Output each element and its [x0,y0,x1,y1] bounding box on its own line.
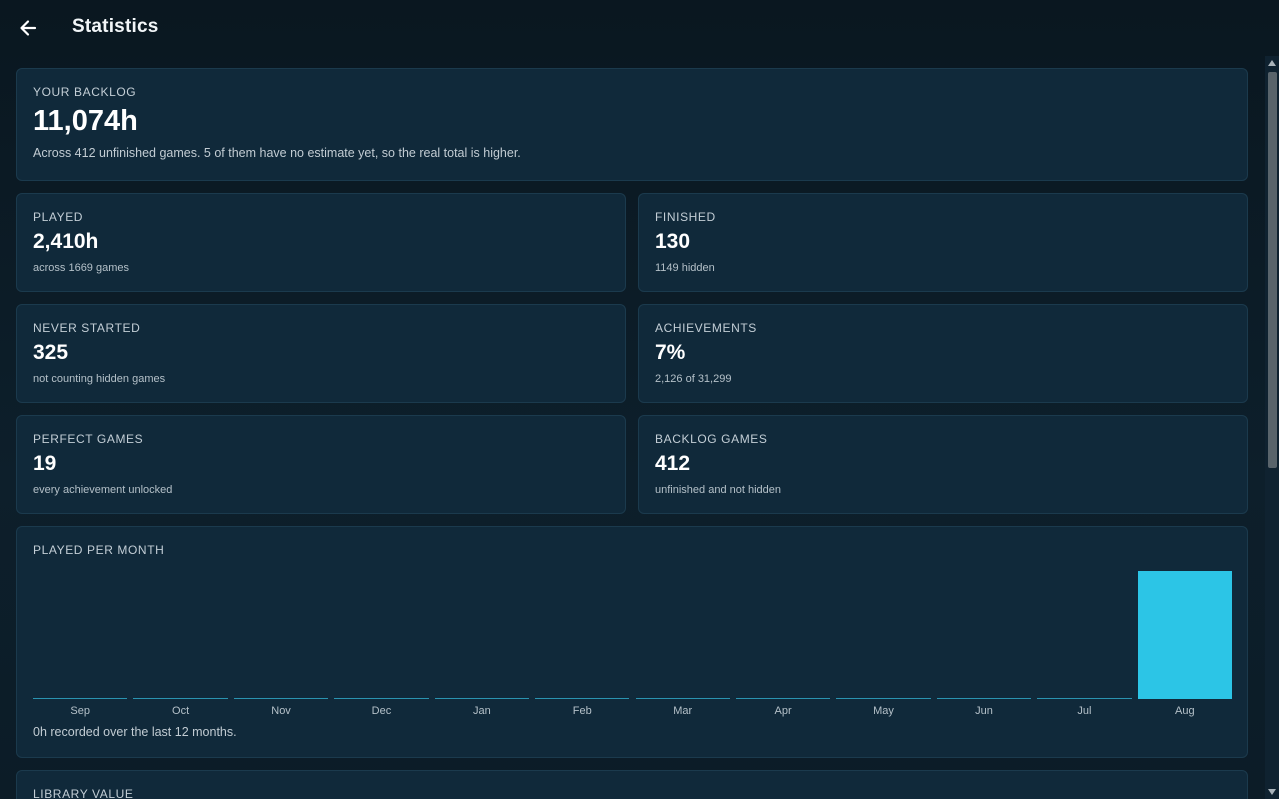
bar-baseline [133,698,228,699]
stat-subtext: 2,126 of 31,299 [655,373,732,385]
bar-sep [33,571,128,699]
bar-baseline [735,698,831,699]
bar-jun [936,571,1032,699]
stat-card-backlog-games: BACKLOG GAMES 412 unfinished and not hid… [638,415,1248,514]
month-label: Apr [774,705,792,717]
arrow-left-icon [20,20,37,36]
bar-mar [635,571,730,699]
bar-aug [1137,571,1232,699]
vertical-scrollbar[interactable] [1265,56,1279,799]
month-label: May [873,705,894,717]
bar-baseline [1037,698,1132,699]
bar-may [836,571,931,699]
bar-baseline [33,698,128,699]
backlog-description: Across 412 unfinished games. 5 of them h… [33,146,521,160]
stat-value: 325 [33,341,69,364]
scroll-up-button[interactable] [1265,56,1279,70]
page-title: Statistics [72,16,159,37]
stat-subtext: every achievement unlocked [33,484,173,496]
triangle-down-icon [1268,789,1276,795]
bar-apr [735,571,831,699]
stat-card-never-started: NEVER STARTED 325 not counting hidden ga… [16,304,626,403]
bar-baseline [836,698,931,699]
bar-oct [133,571,228,699]
scroll-down-button[interactable] [1265,785,1279,799]
played-per-month-chart [33,571,1232,699]
stat-label: FINISHED [655,210,716,224]
stat-subtext: 1149 hidden [655,262,715,274]
stat-value: 412 [655,452,691,475]
month-label: Sep [70,705,90,717]
month-label: Mar [673,705,693,717]
bar-baseline [434,698,530,699]
backlog-label: YOUR BACKLOG [33,85,137,99]
stat-subtext: not counting hidden games [33,373,166,385]
stat-label: PERFECT GAMES [33,432,144,446]
back-button[interactable] [12,12,44,44]
bar-nov [233,571,329,699]
backlog-card: YOUR BACKLOG 11,074h Across 412 unfinish… [16,68,1248,181]
stat-label: ACHIEVEMENTS [655,321,757,335]
month-label: Feb [572,705,592,717]
chart-footer-text: 0h recorded over the last 12 months. [33,725,237,739]
stat-card-achievements: ACHIEVEMENTS 7% 2,126 of 31,299 [638,304,1248,403]
triangle-up-icon [1268,60,1276,66]
stat-card-perfect-games: PERFECT GAMES 19 every achievement unloc… [16,415,626,514]
chart-title: PLAYED PER MONTH [33,543,165,557]
stat-subtext: across 1669 games [33,262,129,274]
stat-label: NEVER STARTED [33,321,141,335]
scroll-thumb[interactable] [1268,72,1277,468]
month-label: Dec [371,705,392,717]
bar-baseline [334,698,429,699]
month-label: Jan [472,705,491,717]
month-label: Jun [975,705,993,717]
stat-card-finished: FINISHED 130 1149 hidden [638,193,1248,292]
bar-dec [334,571,429,699]
bar-baseline [535,698,630,699]
stat-value: 7% [655,341,686,364]
month-label: Nov [271,705,291,717]
bar-jul [1037,571,1132,699]
stat-label: BACKLOG GAMES [655,432,768,446]
stat-card-played: PLAYED 2,410h across 1669 games [16,193,626,292]
stat-value: 130 [655,230,691,253]
month-label: Oct [172,705,190,717]
bar-baseline [233,698,329,699]
played-per-month-card: PLAYED PER MONTH Sep Oct Nov Dec Jan Feb Mar Ap… [16,526,1248,758]
bar-baseline [936,698,1032,699]
stat-label: PLAYED [33,210,84,224]
bar-baseline [635,698,730,699]
stat-value: 2,410h [33,230,99,253]
bar-jan [434,571,530,699]
stat-subtext: unfinished and not hidden [655,484,781,496]
month-label: Aug [1174,705,1195,717]
statistics-content: YOUR BACKLOG 11,074h Across 412 unfinish… [0,56,1263,799]
stat-value: 19 [33,452,57,475]
month-label: Jul [1077,705,1092,717]
bar-feb [535,571,630,699]
backlog-hours: 11,074h [33,105,138,137]
top-bar: Statistics [0,0,1279,56]
bar-fill [1137,571,1232,699]
library-value-label: LIBRARY VALUE [33,787,134,799]
library-value-card: LIBRARY VALUE [16,770,1248,799]
